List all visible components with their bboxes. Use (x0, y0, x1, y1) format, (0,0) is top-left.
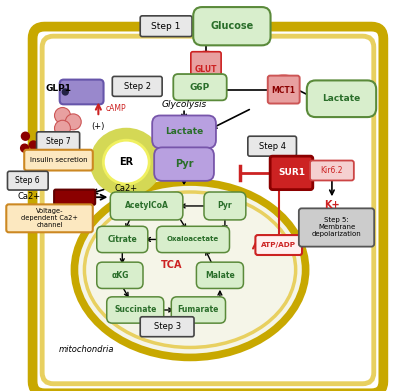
Ellipse shape (193, 51, 219, 65)
Text: MCT1: MCT1 (272, 86, 296, 95)
Text: K+: K+ (324, 200, 340, 210)
Text: mitochondria: mitochondria (59, 345, 114, 354)
Text: SUR1: SUR1 (278, 169, 305, 178)
Text: Lactate: Lactate (165, 127, 203, 136)
Text: Step 3: Step 3 (154, 322, 181, 331)
FancyBboxPatch shape (8, 171, 48, 190)
Text: Pyr: Pyr (175, 159, 193, 169)
FancyBboxPatch shape (24, 150, 93, 171)
Ellipse shape (93, 131, 159, 193)
FancyBboxPatch shape (140, 16, 192, 36)
Ellipse shape (103, 140, 149, 184)
Circle shape (22, 132, 30, 140)
FancyBboxPatch shape (112, 76, 162, 96)
Text: Kir6.2: Kir6.2 (321, 166, 343, 175)
FancyBboxPatch shape (248, 136, 296, 156)
Circle shape (65, 114, 81, 130)
FancyBboxPatch shape (270, 156, 313, 190)
Text: Step 5:
Membrane
depolarization: Step 5: Membrane depolarization (312, 218, 361, 238)
Circle shape (62, 89, 68, 95)
Text: Oxaloacetate: Oxaloacetate (167, 236, 219, 242)
Text: Glycolysis: Glycolysis (162, 100, 207, 109)
FancyBboxPatch shape (310, 161, 354, 180)
FancyBboxPatch shape (156, 226, 230, 252)
Text: Ca2+: Ca2+ (115, 184, 138, 193)
Text: Step 4: Step 4 (259, 142, 286, 151)
FancyBboxPatch shape (6, 204, 93, 232)
FancyBboxPatch shape (110, 192, 183, 220)
Text: Lactate: Lactate (322, 94, 361, 103)
FancyBboxPatch shape (97, 262, 143, 289)
Text: TCA: TCA (161, 260, 183, 270)
Text: cAMP: cAMP (105, 104, 126, 113)
FancyBboxPatch shape (154, 147, 214, 181)
Text: Step 1: Step 1 (152, 22, 181, 31)
Circle shape (21, 144, 29, 152)
FancyBboxPatch shape (193, 7, 270, 45)
Text: Step 7: Step 7 (46, 137, 70, 146)
Text: Step 2: Step 2 (124, 82, 151, 91)
FancyBboxPatch shape (204, 192, 246, 220)
FancyBboxPatch shape (307, 80, 376, 117)
FancyBboxPatch shape (173, 74, 227, 100)
Text: Malate: Malate (205, 271, 235, 280)
Text: Step 6: Step 6 (16, 176, 40, 185)
Circle shape (54, 107, 70, 123)
Text: ER: ER (119, 157, 133, 167)
Text: Citrate: Citrate (108, 235, 137, 244)
FancyBboxPatch shape (171, 297, 226, 323)
Ellipse shape (84, 192, 296, 347)
FancyBboxPatch shape (32, 27, 383, 392)
FancyBboxPatch shape (97, 226, 148, 252)
Text: GLP1: GLP1 (46, 84, 72, 93)
FancyBboxPatch shape (36, 132, 80, 151)
Text: Succinate: Succinate (114, 305, 156, 314)
FancyBboxPatch shape (299, 209, 374, 247)
FancyBboxPatch shape (60, 80, 104, 104)
Text: Pyr: Pyr (218, 201, 232, 211)
Text: Voltage-
dependent Ca2+
channel: Voltage- dependent Ca2+ channel (21, 208, 78, 228)
Text: Fumarate: Fumarate (178, 305, 219, 314)
FancyBboxPatch shape (107, 297, 164, 323)
Circle shape (30, 141, 37, 149)
Text: Glucose: Glucose (210, 21, 254, 31)
Text: αKG: αKG (111, 271, 128, 280)
FancyBboxPatch shape (42, 36, 374, 384)
FancyBboxPatch shape (140, 317, 194, 337)
Text: (+): (+) (92, 122, 105, 131)
FancyBboxPatch shape (256, 235, 302, 255)
Text: ATP/ADP: ATP/ADP (261, 242, 296, 248)
Text: Ca2+: Ca2+ (18, 192, 41, 201)
Ellipse shape (273, 75, 295, 90)
Circle shape (54, 120, 70, 136)
FancyBboxPatch shape (54, 190, 95, 205)
FancyBboxPatch shape (152, 116, 216, 148)
Text: GLUT: GLUT (195, 65, 217, 74)
FancyBboxPatch shape (268, 76, 300, 103)
Text: Insulin secretion: Insulin secretion (30, 157, 87, 163)
Ellipse shape (74, 182, 306, 358)
FancyBboxPatch shape (196, 262, 244, 289)
Text: G6P: G6P (190, 83, 210, 92)
FancyBboxPatch shape (191, 52, 221, 76)
Text: AcetylCoA: AcetylCoA (125, 201, 168, 211)
